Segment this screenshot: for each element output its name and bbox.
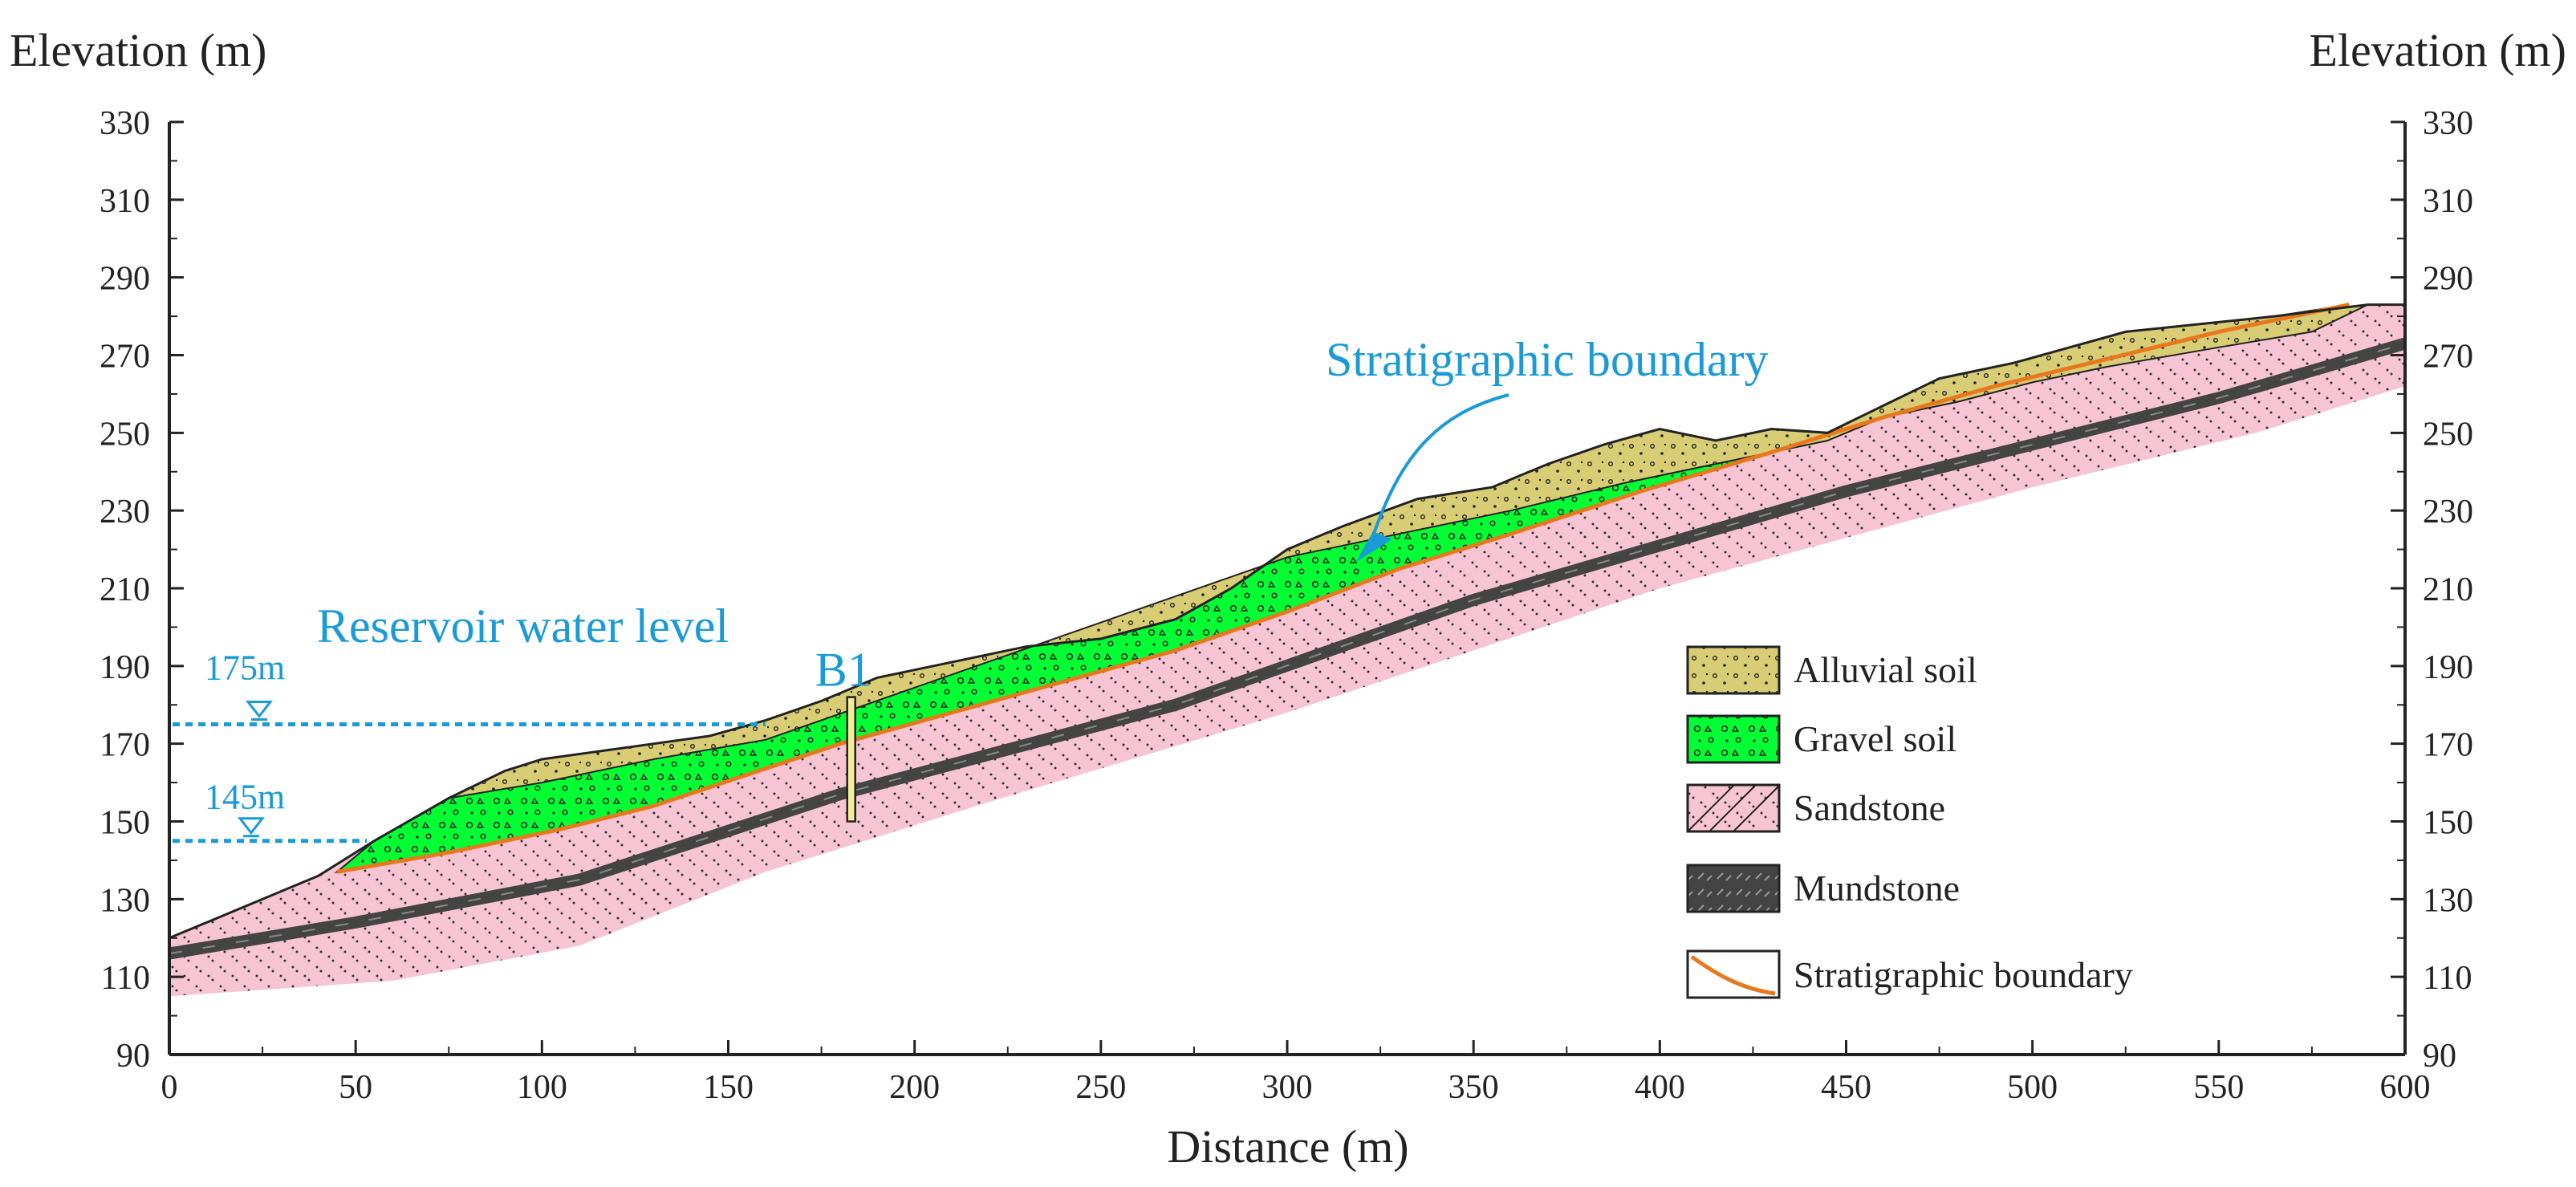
- legend-sandstone-hatch: [1687, 784, 1780, 832]
- water-level-label-175: 175m: [205, 648, 285, 687]
- y-tick-label-right: 110: [2423, 960, 2472, 997]
- y-tick-label-left: 190: [100, 649, 150, 686]
- y-tick-label-left: 170: [100, 727, 150, 764]
- y-tick-label-left: 130: [100, 882, 150, 919]
- legend-boundary-line: [1690, 954, 1776, 996]
- x-tick-label: 500: [2007, 1069, 2058, 1106]
- y-tick-label-left: 310: [100, 183, 150, 220]
- ground-surface-line: [169, 303, 2405, 940]
- x-tick-label: 50: [339, 1069, 372, 1106]
- y-tick-label-right: 190: [2423, 649, 2473, 686]
- legend-swatch-alluvial: [1686, 645, 1781, 695]
- y-tick-label-left: 90: [116, 1038, 150, 1075]
- x-tick-label: 450: [1821, 1069, 1871, 1106]
- y-tick-label-right: 170: [2423, 727, 2473, 764]
- annotation-arrow-icon: [1356, 531, 1392, 562]
- axis-ticks: 90 90 110 110 130 130 150 150 170 170 190 190 210 210…: [100, 105, 2473, 1106]
- legend-label-boundary: Stratigraphic boundary: [1794, 954, 2133, 995]
- annotation-leader-line: [1372, 393, 1509, 535]
- left-axis-title: Elevation (m): [10, 24, 267, 76]
- y-tick-label-left: 230: [100, 494, 150, 530]
- y-tick-label-right: 310: [2423, 183, 2473, 220]
- x-tick-label: 300: [1262, 1069, 1313, 1106]
- y-tick-label-right: 330: [2423, 105, 2473, 142]
- y-tick-label-right: 210: [2423, 571, 2473, 608]
- borehole-b1: B1: [815, 644, 872, 823]
- y-tick-label-right: 150: [2423, 805, 2473, 842]
- borehole-label: B1: [815, 644, 872, 697]
- reservoir-water-level-annotation: Reservoir water level: [317, 600, 729, 652]
- x-tick-label: 350: [1448, 1069, 1499, 1106]
- x-tick-label: 400: [1635, 1069, 1685, 1106]
- y-tick-label-right: 230: [2423, 494, 2473, 530]
- y-tick-label-right: 270: [2423, 339, 2473, 376]
- x-tick-label: 600: [2380, 1069, 2431, 1106]
- legend-label-gravel: Gravel soil: [1794, 718, 1956, 759]
- borehole-marker: [846, 696, 856, 823]
- x-tick-label: 100: [517, 1069, 567, 1106]
- y-tick-label-left: 270: [100, 339, 150, 376]
- stratigraphic-boundary-annotation: Stratigraphic boundary: [1326, 333, 1769, 386]
- right-axis-title: Elevation (m): [2309, 24, 2566, 76]
- water-levels: 175m 145m: [173, 648, 766, 844]
- y-tick-label-right: 290: [2423, 261, 2473, 298]
- legend: Alluvial soil Gravel soil Sandstone Mund…: [1686, 645, 2133, 999]
- legend-swatch-gravel: [1686, 714, 1781, 764]
- y-tick-label-left: 110: [101, 960, 150, 997]
- water-level-symbol-icon: [245, 700, 274, 721]
- x-tick-label: 550: [2193, 1069, 2244, 1106]
- legend-label-sandstone: Sandstone: [1794, 787, 1945, 828]
- legend-label-mudstone: Mundstone: [1794, 868, 1960, 909]
- x-axis-title: Distance (m): [1167, 1120, 1408, 1173]
- water-level-symbol-icon: [237, 817, 266, 838]
- y-tick-label-left: 330: [100, 105, 150, 142]
- x-tick-label: 0: [161, 1069, 178, 1106]
- y-tick-label-right: 250: [2423, 416, 2473, 453]
- y-tick-label-left: 210: [100, 571, 150, 608]
- legend-label-alluvial: Alluvial soil: [1794, 649, 1977, 690]
- y-tick-label-right: 90: [2423, 1038, 2456, 1075]
- water-level-label-145: 145m: [205, 778, 285, 817]
- y-tick-label-left: 150: [100, 805, 150, 842]
- geology-layers: [169, 303, 2405, 997]
- y-tick-label-right: 130: [2423, 882, 2473, 919]
- stratigraphic-boundary-line: [336, 303, 2350, 874]
- x-tick-label: 150: [703, 1069, 754, 1106]
- y-tick-label-left: 250: [100, 416, 150, 453]
- x-tick-label: 250: [1075, 1069, 1126, 1106]
- y-tick-label-left: 290: [100, 261, 150, 298]
- sandstone-area: [169, 304, 2405, 997]
- mudstone-band-texture: [169, 343, 2405, 955]
- legend-swatch-mudstone: [1686, 864, 1781, 913]
- x-tick-label: 200: [889, 1069, 940, 1106]
